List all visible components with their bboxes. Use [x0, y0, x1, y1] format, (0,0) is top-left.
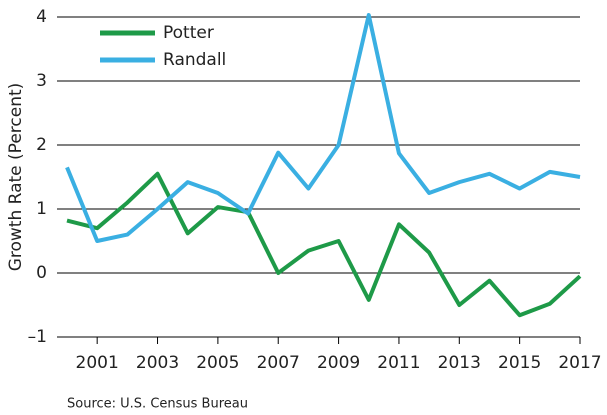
x-tick-label: 2001 — [76, 353, 119, 373]
y-axis-label: Growth Rate (Percent) — [6, 83, 26, 272]
x-tick-label: 2007 — [257, 353, 300, 373]
x-tick-label: 2011 — [377, 353, 420, 373]
y-tick-label: 4 — [36, 7, 47, 27]
legend-label: Potter — [163, 23, 214, 43]
y-tick-label: 0 — [36, 263, 47, 283]
x-tick-label: 2005 — [196, 353, 239, 373]
legend-label: Randall — [163, 50, 226, 70]
x-tick-label: 2003 — [136, 353, 179, 373]
x-tick-label: 2013 — [438, 353, 481, 373]
y-tick-label: 2 — [36, 135, 47, 155]
y-tick-label: –1 — [28, 327, 47, 347]
y-tick-label: 1 — [36, 199, 47, 219]
source-note: Source: U.S. Census Bureau — [67, 397, 248, 412]
x-tick-label: 2015 — [498, 353, 541, 373]
x-tick-label: 2017 — [558, 353, 601, 373]
x-tick-label: 2009 — [317, 353, 360, 373]
y-tick-label: 3 — [36, 71, 47, 91]
series-line — [66, 171, 582, 318]
series-line — [65, 13, 581, 243]
